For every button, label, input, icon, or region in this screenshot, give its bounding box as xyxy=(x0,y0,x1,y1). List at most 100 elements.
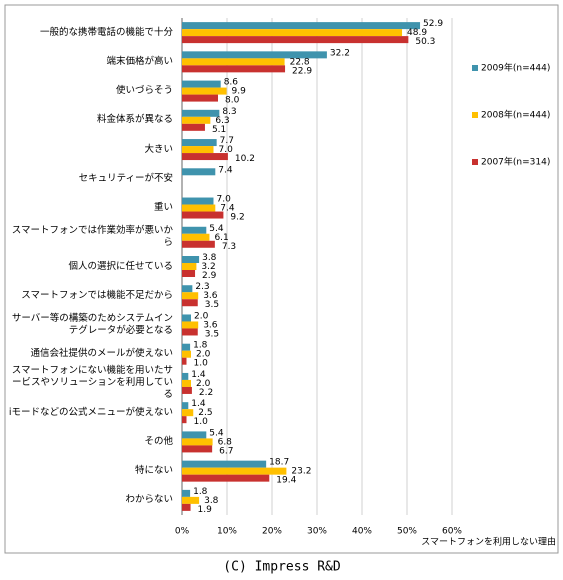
y-tick-label: 個人の選択に任せている xyxy=(68,260,173,272)
y-tick-label: 大きい xyxy=(144,143,173,155)
footer: (C) Impress R&D xyxy=(223,560,341,575)
value-label: 9.2 xyxy=(230,213,244,223)
bar xyxy=(182,168,216,176)
y-tick-label: 重い xyxy=(153,202,173,214)
value-label: 2.0 xyxy=(196,350,211,360)
bar xyxy=(182,328,198,336)
value-label: 2.5 xyxy=(198,408,212,418)
y-tick-label: 使いづらそう xyxy=(115,85,173,97)
bar xyxy=(182,321,199,329)
bar xyxy=(182,65,286,73)
bar xyxy=(182,226,207,234)
y-tick-label: 通信会社提供のメールが使えない xyxy=(30,348,173,360)
y-tick-label: スマートフォンでは作業効率が悪いから xyxy=(11,225,173,249)
value-label: 6.3 xyxy=(215,116,229,126)
x-tick-label: 60% xyxy=(442,527,462,537)
value-label: 2.2 xyxy=(199,388,213,398)
bar xyxy=(182,474,270,482)
value-label: 22.9 xyxy=(292,66,312,76)
bar xyxy=(182,256,200,263)
bar xyxy=(182,139,217,147)
legend-label: 2007年(n=314) xyxy=(481,156,550,168)
value-label: 50.3 xyxy=(415,37,435,47)
value-label: 7.7 xyxy=(220,136,234,146)
y-tick-label: 一般的な携帯電話の機能で十分 xyxy=(39,26,173,38)
y-tick-label: その他 xyxy=(144,435,173,447)
value-label: 9.9 xyxy=(232,87,247,97)
legend-label: 2009年(n=444) xyxy=(481,62,550,74)
y-tick-label: セキュリティーが不安 xyxy=(78,172,173,184)
legend-swatch xyxy=(472,159,478,165)
value-label: 3.8 xyxy=(202,253,217,263)
bar xyxy=(182,438,213,446)
value-label: 1.4 xyxy=(191,370,206,380)
bar xyxy=(182,489,191,497)
bar xyxy=(182,445,213,453)
value-label: 32.2 xyxy=(330,48,350,58)
bar xyxy=(182,416,187,424)
x-axis-title: スマートフォンを利用しない理由 xyxy=(421,536,556,548)
value-label: 3.5 xyxy=(205,329,219,339)
bar xyxy=(182,292,199,300)
legend-swatch xyxy=(472,65,478,71)
x-tick-label: 40% xyxy=(352,527,372,537)
bar xyxy=(182,467,287,475)
value-label: 2.9 xyxy=(202,271,217,281)
y-tick-label: スマートフォンでは機能不足だから xyxy=(21,289,173,301)
bar xyxy=(182,51,327,59)
bar xyxy=(182,263,197,270)
bar xyxy=(182,503,191,511)
chart-border xyxy=(4,4,559,554)
bar xyxy=(182,343,191,351)
bar xyxy=(182,431,207,439)
x-tick-label: 0% xyxy=(175,527,190,537)
bar xyxy=(182,350,191,358)
y-tick-label: 特にない xyxy=(134,465,173,477)
value-label: 6.1 xyxy=(214,233,228,243)
y-tick-label: スマートフォンにない機能を用いたサービスやソリューションを利用している xyxy=(11,365,173,401)
value-label: 1.9 xyxy=(198,505,213,515)
legend-label: 2008年(n=444) xyxy=(481,109,550,121)
value-label: 52.9 xyxy=(423,19,443,29)
value-label: 48.9 xyxy=(407,28,427,38)
value-label: 6.7 xyxy=(219,446,233,456)
bar xyxy=(182,36,409,44)
value-label: 2.0 xyxy=(194,311,209,321)
value-label: 3.6 xyxy=(203,320,218,330)
bar xyxy=(182,386,192,394)
value-label: 3.2 xyxy=(201,262,215,272)
value-label: 7.0 xyxy=(219,145,234,155)
bar xyxy=(182,240,215,248)
bar xyxy=(182,372,189,380)
value-label: 3.8 xyxy=(204,496,219,506)
bar xyxy=(182,109,220,117)
bar xyxy=(182,22,421,30)
value-label: 7.0 xyxy=(217,195,232,205)
value-label: 3.6 xyxy=(203,291,218,301)
y-tick-label: iモードなどの公式メニューが使えない xyxy=(8,406,173,418)
bar xyxy=(182,409,194,417)
x-tick-label: 30% xyxy=(307,527,327,537)
bar xyxy=(182,270,196,277)
value-label: 18.7 xyxy=(269,458,289,468)
bar xyxy=(182,29,403,37)
value-label: 22.8 xyxy=(290,57,310,67)
bar xyxy=(182,153,228,161)
value-label: 19.4 xyxy=(276,476,296,486)
bar xyxy=(182,94,218,102)
value-label: 1.0 xyxy=(194,359,209,369)
value-label: 6.8 xyxy=(218,437,233,447)
bar xyxy=(182,357,187,365)
bar xyxy=(182,285,193,293)
value-label: 2.0 xyxy=(196,379,211,389)
value-label: 7.3 xyxy=(222,242,236,252)
value-label: 8.3 xyxy=(222,107,236,117)
value-label: 1.4 xyxy=(191,399,206,409)
value-label: 10.2 xyxy=(235,154,255,164)
bar xyxy=(182,146,214,154)
legend-swatch xyxy=(472,112,478,118)
bar xyxy=(182,204,216,212)
value-label: 1.0 xyxy=(194,417,209,427)
bar xyxy=(182,314,191,322)
